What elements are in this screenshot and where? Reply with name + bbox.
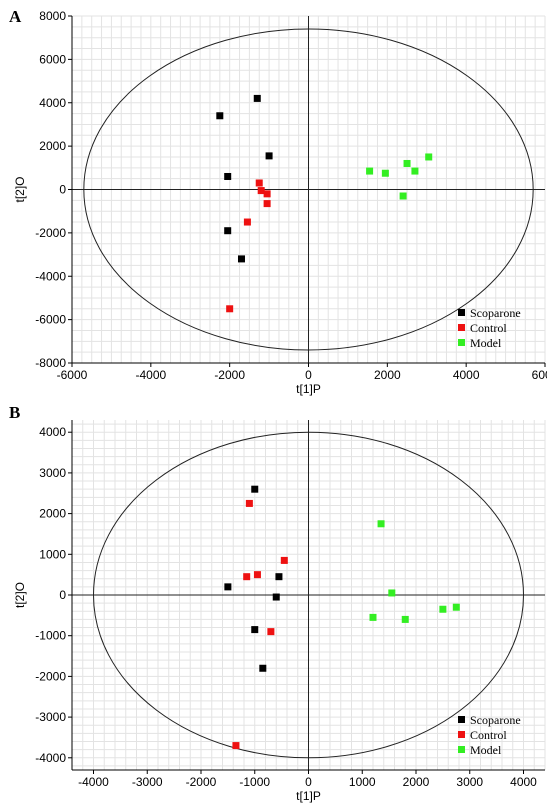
panel-a-y-tick-label: 0	[59, 183, 66, 197]
panel-a-y-tick-label: -4000	[35, 269, 66, 283]
panel-b-legend-swatch-control	[458, 731, 465, 738]
panel-a-point-scoparone	[253, 94, 261, 102]
panel-b-point-control	[232, 742, 240, 750]
panel-b-y-tick-label: -4000	[35, 751, 66, 765]
panel-a-point-scoparone	[237, 255, 245, 263]
panel-a-legend-swatch-control	[458, 324, 465, 331]
panel-b-x-tick-label: -3000	[132, 775, 163, 789]
panel-a-legend-label-control: Control	[470, 321, 507, 335]
panel-b-point-model	[377, 520, 385, 528]
panel-a-point-control	[263, 190, 271, 198]
panel-a-point-scoparone	[216, 112, 224, 120]
panel-b-point-scoparone	[224, 583, 232, 591]
panel-a-point-model	[381, 169, 389, 177]
panel-a-y-tick-label: 8000	[39, 9, 66, 23]
panel-b-x-axis-label: t[1]P	[296, 789, 321, 803]
panel-b-y-tick-label: 3000	[39, 466, 66, 480]
panel-b-y-tick-label: 0	[59, 588, 66, 602]
panel-b-point-control	[245, 499, 253, 507]
panel-a-y-tick-label: 6000	[39, 52, 66, 66]
panel-a-y-tick-label: 4000	[39, 96, 66, 110]
panel-b-point-scoparone	[251, 485, 259, 493]
panel-b-series-control	[232, 499, 288, 750]
panel-a-y-tick-label: -2000	[35, 226, 66, 240]
panel-a-x-axis-label: t[1]P	[296, 382, 321, 396]
panel-b-legend-swatch-scoparone	[458, 716, 465, 723]
panel-b-x-tick-label: 4000	[510, 775, 537, 789]
panel-b-y-tick-label: -2000	[35, 669, 66, 683]
panel-a-point-model	[403, 159, 411, 167]
panel-a-point-model	[411, 167, 419, 175]
panel-b-x-tick-label: 1000	[349, 775, 376, 789]
panel-b-x-tick-label: -2000	[186, 775, 217, 789]
panel-b-point-model	[388, 589, 396, 597]
panel-b-point-scoparone	[275, 573, 283, 581]
panel-b-label: B	[9, 403, 20, 422]
panel-a-point-model	[425, 153, 433, 161]
panel-a-point-model	[366, 167, 374, 175]
panel-a-x-tick-label: -6000	[57, 368, 88, 382]
panel-b-legend-swatch-model	[458, 746, 465, 753]
panel-b-series-model	[369, 520, 460, 623]
panel-b-point-control	[280, 556, 288, 564]
panel-b-legend-label-control: Control	[470, 728, 507, 742]
panel-b-x-tick-label: -4000	[78, 775, 109, 789]
panel-b-y-tick-label: -3000	[35, 710, 66, 724]
panel-b-point-control	[267, 628, 275, 636]
panel-b-x-tick-label: -1000	[239, 775, 270, 789]
panel-b-x-tick-label: 3000	[456, 775, 483, 789]
panel-a-point-control	[257, 187, 265, 195]
panel-b-y-axis-label: t[2]O	[13, 582, 27, 608]
panel-a-y-axis-label: t[2]O	[13, 176, 27, 202]
panel-b-point-scoparone	[259, 664, 267, 672]
panel-a-point-control	[255, 179, 263, 187]
panel-a-label: A	[9, 7, 22, 26]
panel-a-point-scoparone	[265, 152, 273, 160]
panel-a-series-control	[226, 179, 271, 313]
panel-a-legend-label-model: Model	[470, 336, 502, 350]
panel-a-point-scoparone	[224, 227, 232, 235]
panel-b-point-model	[369, 613, 377, 621]
panel-a-x-tick-label: 0	[305, 368, 312, 382]
panel-b-x-tick-label: 2000	[403, 775, 430, 789]
panel-b-point-scoparone	[272, 593, 280, 601]
panel-b-point-control	[253, 571, 261, 579]
panel-a-x-tick-label: 4000	[453, 368, 480, 382]
panel-b-y-tick-label: 4000	[39, 425, 66, 439]
panel-a-legend-label-scoparone: Scoparone	[470, 306, 521, 320]
panel-a-x-tick-label: 2000	[374, 368, 401, 382]
panel-b: B -4000 -3000 -2000 -1000 0 1000 2000 3000 4000 40…	[9, 403, 546, 803]
panel-a-point-control	[263, 200, 271, 208]
panel-a-point-control	[243, 218, 251, 226]
panel-a-y-tick-label: -8000	[35, 356, 66, 370]
panel-b-point-scoparone	[251, 626, 259, 634]
panel-a-series-model	[366, 153, 433, 200]
panel-a-point-scoparone	[224, 172, 232, 180]
panel-b-legend-label-scoparone: Scoparone	[470, 713, 521, 727]
panel-a-point-control	[226, 305, 234, 313]
panel-a: A -6000 -4000 -2000 0 2000 4000 6000 8000 6000 400…	[9, 7, 547, 396]
panel-b-point-model	[439, 605, 447, 613]
panel-b-series-scoparone	[224, 485, 283, 672]
panel-a-y-tick-label: -6000	[35, 313, 66, 327]
panel-b-y-tick-label: 1000	[39, 547, 66, 561]
panel-a-legend-swatch-scoparone	[458, 309, 465, 316]
panel-b-point-model	[452, 603, 460, 611]
panel-a-x-tick-label: -4000	[135, 368, 166, 382]
panel-b-legend-label-model: Model	[470, 743, 502, 757]
panel-b-x-tick-label: 0	[305, 775, 312, 789]
panel-a-x-tick-label: 6000	[532, 368, 547, 382]
panel-b-y-tick-label: -1000	[35, 629, 66, 643]
panel-a-y-tick-label: 2000	[39, 139, 66, 153]
panel-b-point-control	[243, 573, 251, 581]
panel-a-x-tick-label: -2000	[214, 368, 245, 382]
panel-a-point-model	[399, 192, 407, 200]
panel-a-legend-swatch-model	[458, 339, 465, 346]
panel-b-point-model	[401, 615, 409, 623]
panel-a-series-scoparone	[216, 94, 273, 263]
panel-b-y-tick-label: 2000	[39, 507, 66, 521]
